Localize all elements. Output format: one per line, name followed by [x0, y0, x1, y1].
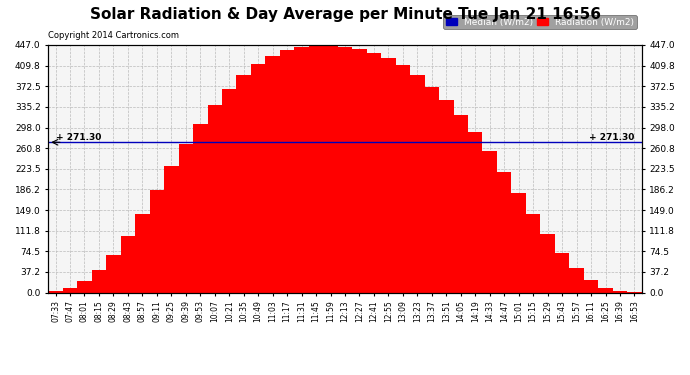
Bar	[324, 45, 338, 292]
Text: + 271.30: + 271.30	[589, 133, 635, 142]
Bar	[584, 280, 598, 292]
Bar	[150, 190, 164, 292]
Bar	[468, 132, 482, 292]
Bar	[48, 291, 63, 292]
Bar	[482, 151, 497, 292]
Bar	[237, 75, 251, 292]
Bar	[280, 50, 295, 292]
Text: Copyright 2014 Cartronics.com: Copyright 2014 Cartronics.com	[48, 31, 179, 40]
Bar	[121, 236, 135, 292]
Bar	[395, 66, 410, 292]
Text: + 271.30: + 271.30	[55, 133, 101, 142]
Bar	[222, 89, 237, 292]
Bar	[598, 288, 613, 292]
Bar	[92, 270, 106, 292]
Bar	[135, 214, 150, 292]
Bar	[309, 45, 324, 292]
Bar	[63, 288, 77, 292]
Bar	[295, 47, 309, 292]
Bar	[613, 291, 627, 292]
Bar	[511, 193, 526, 292]
Bar	[410, 75, 424, 292]
Bar	[179, 144, 193, 292]
Bar	[526, 214, 540, 292]
Bar	[338, 46, 352, 292]
Bar	[381, 58, 395, 292]
Bar	[106, 255, 121, 292]
Text: Solar Radiation & Day Average per Minute Tue Jan 21 16:56: Solar Radiation & Day Average per Minute…	[90, 8, 600, 22]
Bar	[77, 281, 92, 292]
Bar	[164, 166, 179, 292]
Bar	[569, 268, 584, 292]
Bar	[251, 64, 266, 292]
Bar	[453, 116, 468, 292]
Bar	[266, 56, 280, 292]
Legend: Median (W/m2), Radiation (W/m2): Median (W/m2), Radiation (W/m2)	[443, 15, 637, 29]
Bar	[555, 253, 569, 292]
Bar	[352, 49, 366, 292]
Bar	[540, 234, 555, 292]
Bar	[208, 105, 222, 292]
Bar	[497, 172, 511, 292]
Bar	[424, 87, 439, 292]
Bar	[193, 124, 208, 292]
Bar	[366, 53, 381, 292]
Bar	[439, 100, 453, 292]
